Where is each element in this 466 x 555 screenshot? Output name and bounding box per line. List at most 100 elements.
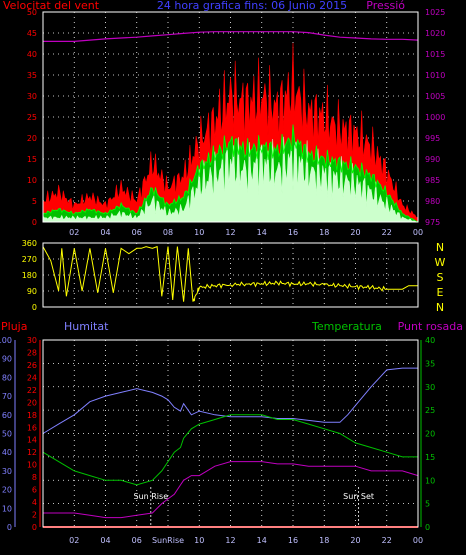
temperature-y-tick: 0 [425,523,430,532]
rain-y-tick: 24 [27,373,37,382]
chart-date-title: 24 hora grafica fins: 06 Junio 2015 [157,0,347,12]
temperature-y-tick: 15 [425,453,435,462]
temperature-y-tick: 40 [425,336,435,345]
pressure-y-tick: 995 [425,134,440,143]
rain-y-tick: 0 [32,523,37,532]
wind-y-tick: 35 [27,71,37,80]
humidity-line [42,367,418,434]
temperature-y-tick: 35 [425,359,435,368]
wind-average-line [42,124,419,223]
rain-y-tick: 2 [32,511,37,520]
temperature-y-tick: 5 [425,500,430,509]
temp-x-tick: SunRise [152,536,184,545]
temp-x-tick: 04 [100,536,110,545]
wind-x-tick: 16 [288,228,298,237]
direction-plot-frame [42,242,419,308]
wind-x-tick: 04 [100,228,110,237]
rain-label: Pluja [1,320,27,333]
wind-y-tick: 30 [27,92,37,101]
humidity-label: Humitat [64,320,109,333]
rain-y-tick: 12 [27,448,37,457]
temp-plot-frame [42,339,419,528]
pressure-y-tick: 1025 [425,8,445,17]
humidity-y-tick: 70 [2,392,12,401]
humidity-y-tick: 100 [0,336,12,345]
humidity-y-tick: 40 [2,448,12,457]
rain-y-tick: 4 [32,498,37,507]
wind-y-tick: 0 [32,218,37,227]
wind-x-tick: 10 [194,228,204,237]
direction-y-tick: 0 [32,303,37,312]
wind-x-tick: 22 [382,228,392,237]
pressure-y-tick: 1020 [425,29,445,38]
humidity-y-tick: 30 [2,467,12,476]
wind-y-tick: 20 [27,134,37,143]
wind-x-tick: 14 [257,228,267,237]
pressure-y-tick: 1015 [425,50,445,59]
temp-x-tick: 12 [225,536,235,545]
humidity-y-tick: 20 [2,486,12,495]
wind-y-tick: 45 [27,29,37,38]
wind-y-tick: 10 [27,176,37,185]
pressure-y-tick: 1000 [425,113,445,122]
direction-y-tick: 270 [22,255,37,264]
rain-y-tick: 18 [27,411,37,420]
wind-y-tick: 50 [27,8,37,17]
pressure-y-tick: 990 [425,155,440,164]
wind-y-tick: 5 [32,197,37,206]
direction-compass-label: N [436,301,444,314]
rain-y-tick: 10 [27,461,37,470]
dewpoint-label: Punt rosada [398,320,463,333]
wind-x-tick: 08 [163,228,173,237]
rain-y-tick: 26 [27,361,37,370]
wind-plot-frame [42,11,419,223]
rain-y-tick: 20 [27,398,37,407]
wind-x-tick: 12 [225,228,235,237]
sunset-label: Sun Set [343,492,374,501]
humidity-y-tick: 50 [2,430,12,439]
temperature-line [42,414,418,486]
humidity-y-tick: 60 [2,411,12,420]
pressure-y-tick: 1005 [425,92,445,101]
rain-y-tick: 28 [27,348,37,357]
temp-x-tick: 10 [194,536,204,545]
rain-y-tick: 30 [27,336,37,345]
temp-x-tick: 18 [319,536,329,545]
humidity-y-tick: 10 [2,504,12,513]
pressure-title: Pressió [366,0,405,12]
direction-compass-label: N [436,241,444,254]
pressure-y-tick: 1010 [425,71,445,80]
temp-x-tick: 14 [257,536,267,545]
pressure-y-tick: 975 [425,218,440,227]
pressure-y-tick: 985 [425,176,440,185]
temperature-y-tick: 10 [425,476,435,485]
temp-x-tick: 06 [132,536,142,545]
direction-y-tick: 180 [22,271,37,280]
pressure-line [43,31,419,42]
temp-x-tick: 00 [413,536,423,545]
rain-y-tick: 16 [27,423,37,432]
wind-speed-title: Velocitat del vent [3,0,100,12]
temp-x-tick: 16 [288,536,298,545]
direction-compass-label: E [437,286,444,299]
wind-direction-line [42,245,418,302]
temp-humidity-panel: 0102030405060708090100024681012141618202… [0,336,435,545]
direction-y-tick: 90 [27,287,37,296]
rain-y-tick: 8 [32,473,37,482]
wind-x-tick: 00 [413,228,423,237]
wind-y-tick: 25 [27,113,37,122]
temperature-y-tick: 20 [425,430,435,439]
direction-compass-label: W [435,256,446,269]
temperature-y-tick: 30 [425,383,435,392]
temp-x-tick: 02 [69,536,79,545]
rain-y-tick: 22 [27,386,37,395]
wind-x-tick: 18 [319,228,329,237]
temp-x-tick: 20 [350,536,360,545]
wind-y-tick: 40 [27,50,37,59]
pressure-y-tick: 980 [425,197,440,206]
direction-y-tick: 360 [22,239,37,248]
temperature-y-tick: 25 [425,406,435,415]
humidity-y-tick: 80 [2,373,12,382]
sunrise-label: Sun Rise [133,492,168,501]
